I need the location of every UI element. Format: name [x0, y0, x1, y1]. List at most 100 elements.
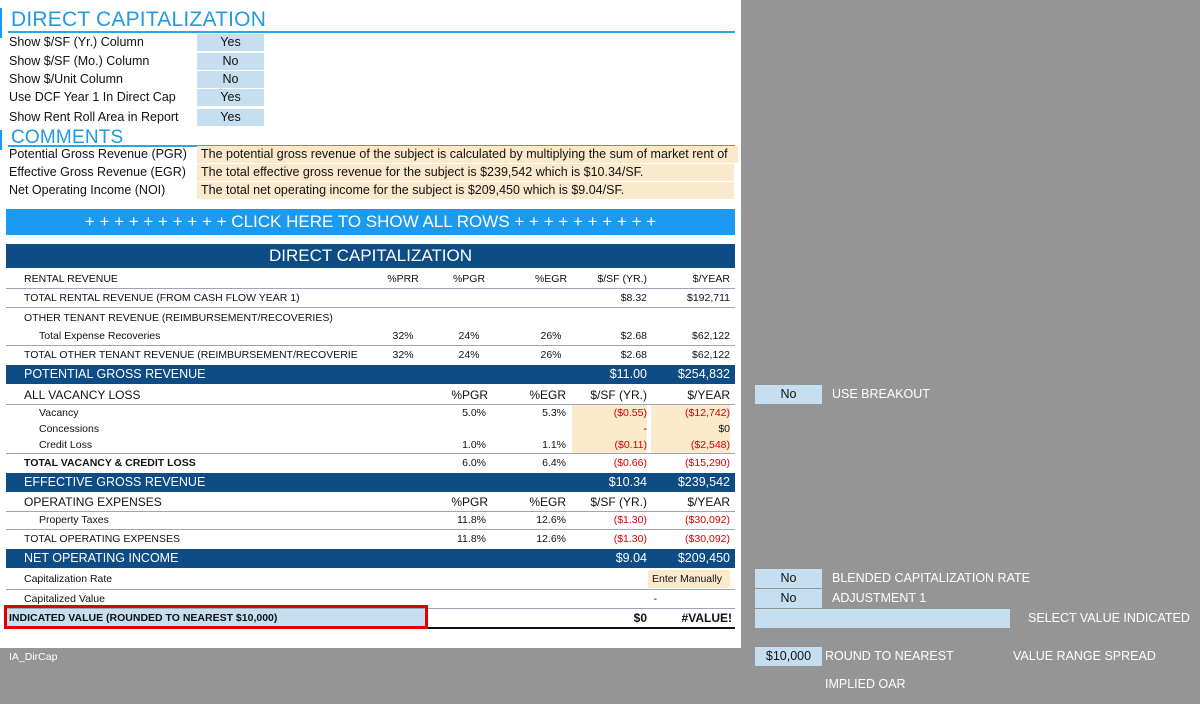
- round-to-nearest-input[interactable]: $10,000: [755, 647, 822, 666]
- col-header-prr: %PRR: [387, 273, 419, 285]
- cell-egr: 26%: [540, 349, 562, 361]
- sheet-tag: IA_DirCap: [9, 651, 58, 663]
- show-all-rows-button[interactable]: + + + + + + + + + + CLICK HERE TO SHOW A…: [6, 209, 735, 235]
- cell-year: $62,122: [692, 330, 730, 342]
- row-label: EFFECTIVE GROSS REVENUE: [24, 475, 206, 489]
- adjustment-label: ADJUSTMENT 1: [832, 591, 927, 605]
- row-group-marker: [0, 8, 2, 38]
- cell-prr: 32%: [392, 330, 414, 342]
- cell-year-input[interactable]: ($12,742): [651, 405, 730, 421]
- cell-year-input[interactable]: ($2,548): [651, 437, 730, 453]
- title-rule: [8, 31, 735, 33]
- option-label: Show $/SF (Yr.) Column: [9, 35, 144, 49]
- cell-year: $239,542: [677, 475, 730, 489]
- option-label: Show Rent Roll Area in Report: [9, 110, 179, 124]
- cell-sf-yr: $8.32: [620, 292, 647, 304]
- comment-label: Net Operating Income (NOI): [9, 183, 166, 197]
- cell-egr: 6.4%: [542, 457, 566, 469]
- round-to-nearest-label: ROUND TO NEAREST: [825, 649, 954, 663]
- row-label: POTENTIAL GROSS REVENUE: [24, 367, 206, 381]
- expense-recoveries-row: Total Expense Recoveries 32% 24% 26% $2.…: [6, 327, 735, 346]
- use-breakout-label: USE BREAKOUT: [832, 387, 930, 401]
- potential-gross-revenue-row: POTENTIAL GROSS REVENUE $11.00 $254,832: [6, 365, 735, 384]
- effective-gross-revenue-row: EFFECTIVE GROSS REVENUE $10.34 $239,542: [6, 473, 735, 492]
- cell-year: $209,450: [677, 551, 730, 565]
- row-label: OPERATING EXPENSES: [24, 495, 162, 509]
- col-header-sf-yr: $/SF (YR.): [590, 388, 647, 402]
- use-breakout-dropdown[interactable]: No: [755, 385, 822, 404]
- cell-year: #VALUE!: [681, 611, 732, 625]
- select-value-indicated-label: SELECT VALUE INDICATED: [1028, 611, 1190, 625]
- vacancy-loss-header-row: ALL VACANCY LOSS %PGR %EGR $/SF (YR.) $/…: [6, 386, 735, 405]
- cell-egr: 26%: [540, 330, 562, 342]
- blended-cap-rate-dropdown[interactable]: No: [755, 569, 822, 588]
- cell-year: ($30,092): [685, 533, 730, 545]
- comments-title: COMMENTS: [11, 127, 124, 148]
- cell-year: ($30,092): [685, 514, 730, 526]
- row-label: TOTAL VACANCY & CREDIT LOSS: [24, 457, 196, 469]
- option-value-dropdown[interactable]: Yes: [197, 34, 264, 51]
- col-header-pgr: %PGR: [451, 388, 488, 402]
- cell-prr: 32%: [392, 349, 414, 361]
- option-value-dropdown[interactable]: No: [197, 71, 264, 88]
- row-group-marker: [0, 130, 2, 150]
- option-label: Show $/Unit Column: [9, 72, 123, 86]
- cell-pgr: 11.8%: [457, 514, 486, 526]
- row-label: Property Taxes: [39, 514, 109, 526]
- cell-egr: 12.6%: [536, 533, 566, 545]
- operating-expenses-header-row: OPERATING EXPENSES %PGR %EGR $/SF (YR.) …: [6, 493, 735, 512]
- col-header-egr: %EGR: [529, 495, 566, 509]
- row-label: NET OPERATING INCOME: [24, 551, 179, 565]
- row-label: Capitalization Rate: [24, 573, 113, 585]
- col-header-egr: %EGR: [529, 388, 566, 402]
- cell-sf-yr: $2.68: [620, 349, 647, 361]
- cap-rate-input[interactable]: Enter Manually: [648, 570, 730, 588]
- cell-pgr: 24%: [458, 330, 480, 342]
- cell-year: $254,832: [677, 367, 730, 381]
- cell-sf-yr-input[interactable]: ($0.55): [572, 405, 647, 421]
- col-header-year: $/YEAR: [687, 388, 730, 402]
- col-header-pgr: %PGR: [452, 273, 486, 285]
- cell-year: $192,711: [686, 292, 730, 304]
- comment-text-cell[interactable]: The total effective gross revenue for th…: [197, 164, 734, 181]
- cell-pgr: 11.8%: [457, 533, 486, 545]
- net-operating-income-row: NET OPERATING INCOME $9.04 $209,450: [6, 549, 735, 568]
- capitalization-rate-row: Capitalization Rate Enter Manually: [6, 570, 735, 590]
- worksheet-area: DIRECT CAPITALIZATION Show $/SF (Yr.) Co…: [0, 0, 741, 648]
- cell-sf-yr: $9.04: [615, 551, 647, 565]
- row-label: RENTAL REVENUE: [24, 273, 118, 285]
- cell-year: ($15,290): [685, 457, 730, 469]
- selection-highlight-box: [4, 605, 428, 629]
- total-operating-expenses-row: TOTAL OPERATING EXPENSES 11.8% 12.6% ($1…: [6, 530, 735, 548]
- option-value-dropdown[interactable]: No: [197, 53, 264, 70]
- option-value-dropdown[interactable]: Yes: [197, 109, 264, 126]
- row-label: TOTAL RENTAL REVENUE (FROM CASH FLOW YEA…: [24, 292, 300, 304]
- total-other-tenant-revenue-row: TOTAL OTHER TENANT REVENUE (REIMBURSEMEN…: [6, 346, 735, 364]
- cell-egr: 12.6%: [536, 514, 566, 526]
- table-title: DIRECT CAPITALIZATION: [6, 244, 735, 268]
- cell-sf-yr: $11.00: [609, 367, 647, 381]
- cell-pgr: 5.0%: [462, 407, 486, 419]
- comment-text-cell[interactable]: The potential gross revenue of the subje…: [197, 146, 738, 163]
- cell-sf-yr: ($1.30): [613, 533, 647, 545]
- cell-sf-yr-input[interactable]: ($0.11): [572, 437, 647, 453]
- row-label: INDICATED VALUE (ROUNDED TO NEAREST $10,…: [6, 609, 426, 627]
- adjustment-dropdown[interactable]: No: [755, 589, 822, 608]
- rental-revenue-header-row: RENTAL REVENUE %PRR %PGR %EGR $/SF (YR.)…: [6, 270, 735, 289]
- cell-sf-yr: $0: [633, 611, 647, 625]
- row-label: Credit Loss: [39, 439, 93, 451]
- select-value-indicated-dropdown[interactable]: [755, 609, 1010, 628]
- blended-cap-rate-label: BLENDED CAPITALIZATION RATE: [832, 571, 1030, 585]
- col-header-pgr: %PGR: [451, 495, 488, 509]
- comment-label: Effective Gross Revenue (EGR): [9, 165, 186, 179]
- cell-egr: 1.1%: [542, 439, 566, 451]
- property-taxes-row: Property Taxes 11.8% 12.6% ($1.30) ($30,…: [6, 511, 735, 530]
- cell-sf-yr-input[interactable]: -: [572, 421, 647, 437]
- total-rental-revenue-row: TOTAL RENTAL REVENUE (FROM CASH FLOW YEA…: [6, 289, 735, 308]
- comment-text-cell[interactable]: The total net operating income for the s…: [197, 182, 734, 199]
- credit-loss-row: Credit Loss 1.0% 1.1% ($0.11) ($2,548): [6, 437, 735, 454]
- row-label: Capitalized Value: [24, 593, 105, 605]
- implied-oar-label: IMPLIED OAR: [825, 677, 906, 691]
- cell-year-input[interactable]: $0: [651, 421, 730, 437]
- option-value-dropdown[interactable]: Yes: [197, 89, 264, 106]
